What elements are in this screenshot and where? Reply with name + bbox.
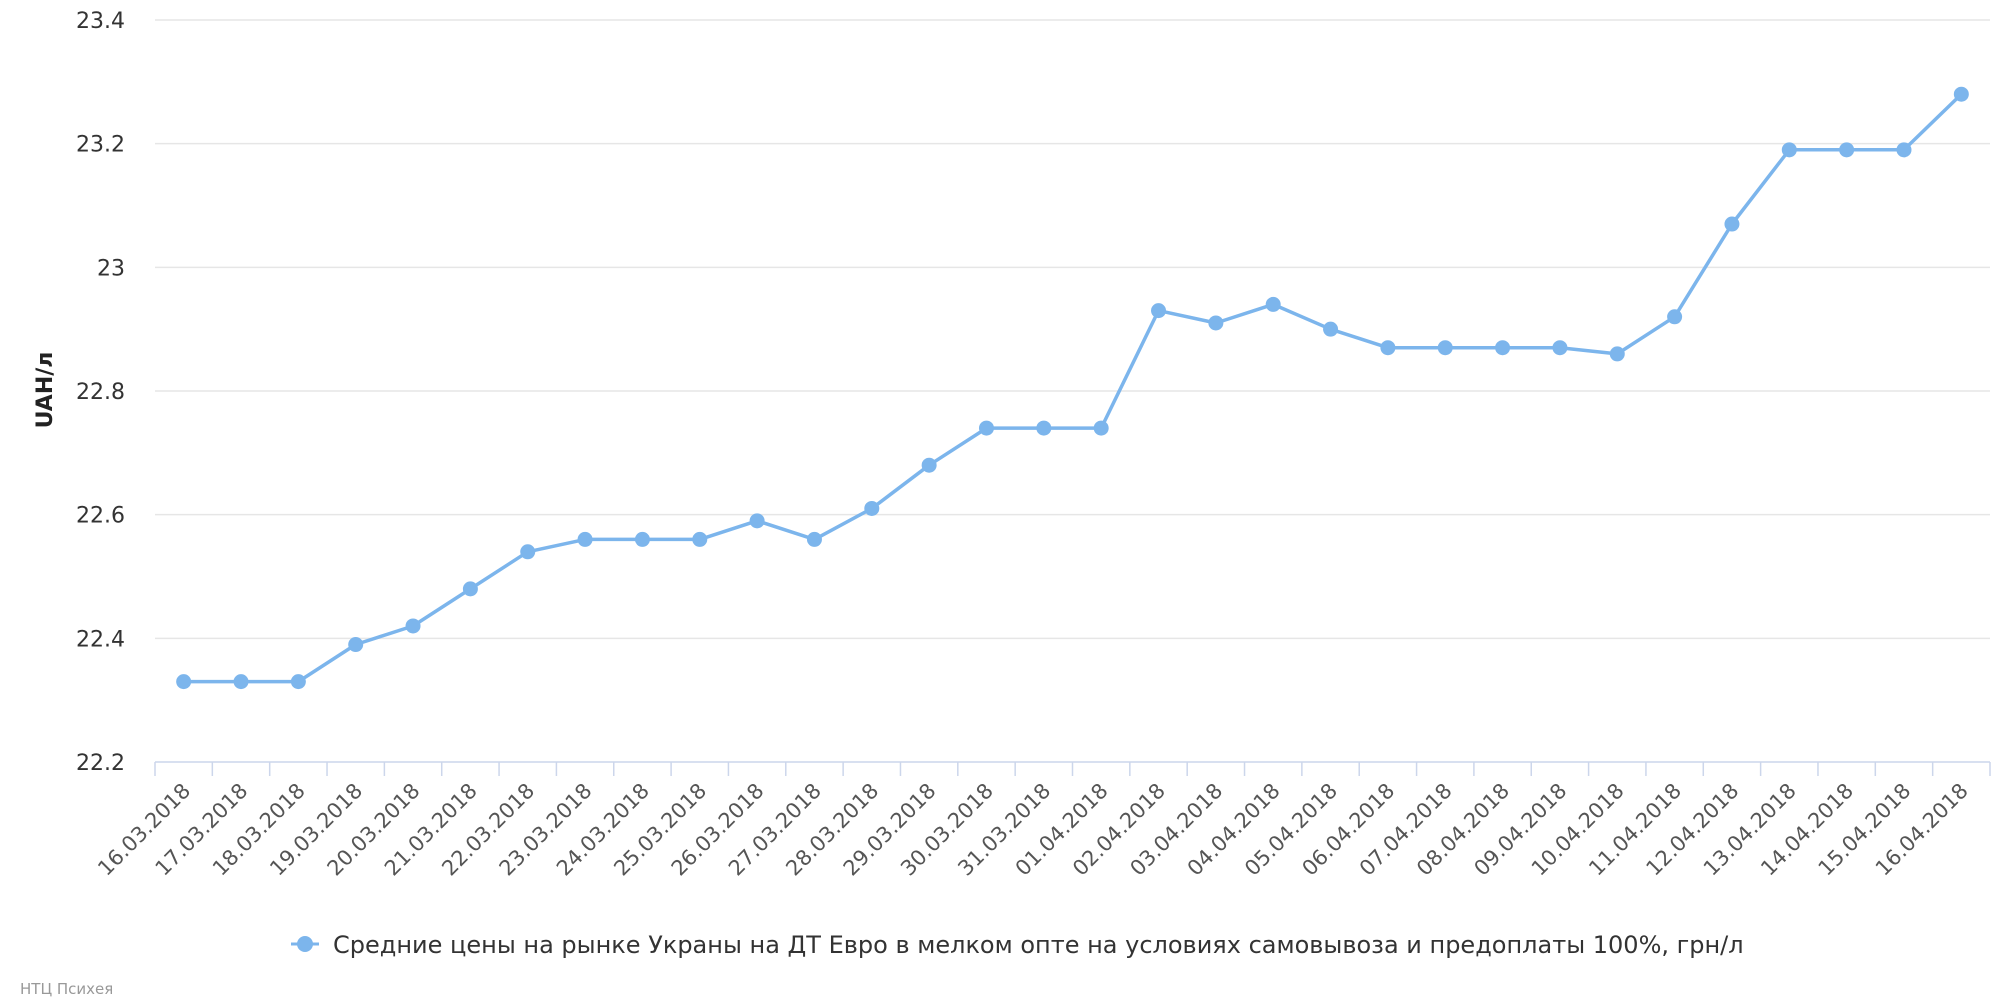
data-point[interactable] <box>176 674 192 690</box>
legend[interactable]: Средние цены на рынке Украны на ДТ Евро … <box>291 931 1744 959</box>
data-point[interactable] <box>634 531 650 547</box>
y-tick-label: 23.4 <box>76 9 125 34</box>
series-line <box>183 92 1963 684</box>
data-point[interactable] <box>1151 303 1167 319</box>
data-point[interactable] <box>864 500 880 516</box>
data-point[interactable] <box>1036 420 1052 436</box>
credits-text[interactable]: НТЦ Психея <box>20 980 113 998</box>
series-group <box>176 86 1969 690</box>
data-point[interactable] <box>577 531 593 547</box>
data-point[interactable] <box>1208 315 1224 331</box>
data-point[interactable] <box>1323 321 1339 337</box>
data-point[interactable] <box>520 544 536 560</box>
y-tick-label: 22.6 <box>76 504 125 529</box>
x-axis-ticks: 16.03.201817.03.201818.03.201819.03.2018… <box>93 762 1991 881</box>
data-point[interactable] <box>1609 346 1625 362</box>
data-point[interactable] <box>1896 142 1912 158</box>
data-point[interactable] <box>462 581 478 597</box>
data-point[interactable] <box>1552 340 1568 356</box>
legend-label: Средние цены на рынке Украны на ДТ Евро … <box>333 931 1744 959</box>
data-point[interactable] <box>1839 142 1855 158</box>
data-point[interactable] <box>692 531 708 547</box>
y-axis-label: UAH/л <box>33 352 58 429</box>
y-axis-ticks: 22.2 22.4 22.6 22.8 23 23.2 23.4 <box>76 9 125 776</box>
data-point[interactable] <box>1093 420 1109 436</box>
data-point[interactable] <box>921 457 937 473</box>
data-point[interactable] <box>1953 86 1969 102</box>
data-point[interactable] <box>749 513 765 529</box>
data-point[interactable] <box>233 674 249 690</box>
data-point[interactable] <box>806 531 822 547</box>
y-tick-label: 22.4 <box>76 627 125 652</box>
y-tick-label: 22.2 <box>76 751 125 776</box>
grid-lines <box>155 19 1990 640</box>
data-point[interactable] <box>978 420 994 436</box>
data-point[interactable] <box>1667 309 1683 325</box>
data-point[interactable] <box>348 637 364 653</box>
legend-marker <box>297 936 313 952</box>
data-point[interactable] <box>1437 340 1453 356</box>
data-point[interactable] <box>1724 216 1740 232</box>
y-tick-label: 23 <box>97 256 125 281</box>
data-point[interactable] <box>1495 340 1511 356</box>
data-point[interactable] <box>1380 340 1396 356</box>
data-point[interactable] <box>1781 142 1797 158</box>
data-point[interactable] <box>405 618 421 634</box>
data-point[interactable] <box>1265 296 1281 312</box>
y-tick-label: 22.8 <box>76 380 125 405</box>
y-tick-label: 23.2 <box>76 133 125 158</box>
data-point[interactable] <box>290 674 306 690</box>
